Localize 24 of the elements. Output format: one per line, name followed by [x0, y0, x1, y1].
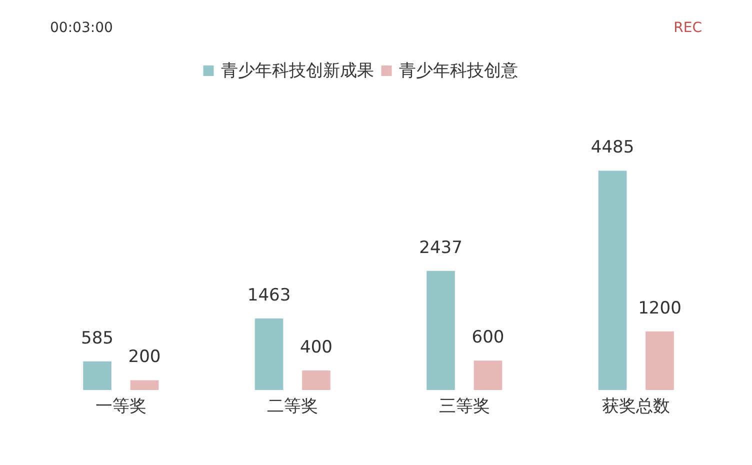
text: REC	[674, 20, 702, 36]
data-label: 400	[300, 337, 332, 358]
legend-label: 青少年科技创新成果	[221, 60, 374, 81]
bar	[426, 270, 455, 390]
data-label: 2437	[419, 238, 462, 258]
data-label: 4485	[590, 138, 634, 158]
data-label: 200	[128, 347, 161, 368]
legend-label: 青少年科技创意	[399, 60, 518, 81]
x-tick-label: 三等奖	[438, 396, 490, 416]
text: 00:03:00	[50, 20, 113, 36]
data-label: 600	[472, 328, 504, 348]
x-tick-label: 一等奖	[95, 396, 146, 416]
bar	[83, 361, 112, 390]
data-label: 585	[81, 328, 114, 348]
bar	[474, 360, 502, 390]
bar	[598, 170, 627, 390]
bar	[130, 380, 159, 390]
bar	[254, 318, 284, 390]
data-label: 1463	[247, 285, 291, 306]
x-tick-label: 二等奖	[267, 396, 318, 416]
bar	[302, 370, 330, 390]
bar	[646, 331, 674, 390]
data-label: 1200	[638, 298, 682, 318]
x-tick-label: 获奖总数	[602, 396, 670, 416]
